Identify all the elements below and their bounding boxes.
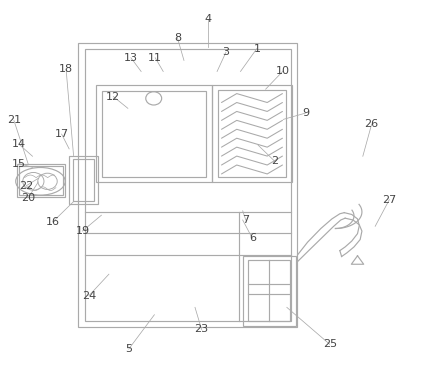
Text: 14: 14 <box>12 139 26 149</box>
Bar <box>78 43 297 327</box>
Text: 3: 3 <box>222 47 229 57</box>
Text: 18: 18 <box>59 64 73 74</box>
Text: 11: 11 <box>148 53 162 63</box>
Text: 23: 23 <box>194 324 209 334</box>
Text: 16: 16 <box>46 217 60 227</box>
Text: 6: 6 <box>249 233 256 243</box>
Text: 12: 12 <box>106 91 120 101</box>
Text: 5: 5 <box>125 344 132 354</box>
Text: 10: 10 <box>276 66 290 76</box>
Bar <box>248 260 291 322</box>
Bar <box>96 85 212 182</box>
Text: 19: 19 <box>75 226 89 236</box>
Bar <box>19 166 62 195</box>
Text: 1: 1 <box>253 44 260 54</box>
Bar <box>243 256 295 326</box>
Bar <box>212 85 292 182</box>
Bar <box>16 164 65 197</box>
Text: 25: 25 <box>323 339 337 349</box>
Text: 4: 4 <box>205 14 212 24</box>
Text: 17: 17 <box>54 129 69 139</box>
Text: 15: 15 <box>12 159 26 169</box>
Bar <box>69 156 98 204</box>
Text: 9: 9 <box>302 108 309 118</box>
Text: 24: 24 <box>82 290 96 300</box>
Bar <box>102 91 206 177</box>
Text: 27: 27 <box>382 195 396 205</box>
Text: 21: 21 <box>7 115 21 125</box>
Bar <box>73 159 94 201</box>
Text: 7: 7 <box>242 215 249 225</box>
Bar <box>218 90 287 177</box>
Text: 26: 26 <box>365 119 379 129</box>
Bar <box>85 48 291 322</box>
Text: 13: 13 <box>124 53 138 63</box>
Text: 20: 20 <box>21 193 35 203</box>
Text: 2: 2 <box>271 156 278 166</box>
Text: 22: 22 <box>19 181 33 191</box>
Text: 8: 8 <box>174 33 181 43</box>
